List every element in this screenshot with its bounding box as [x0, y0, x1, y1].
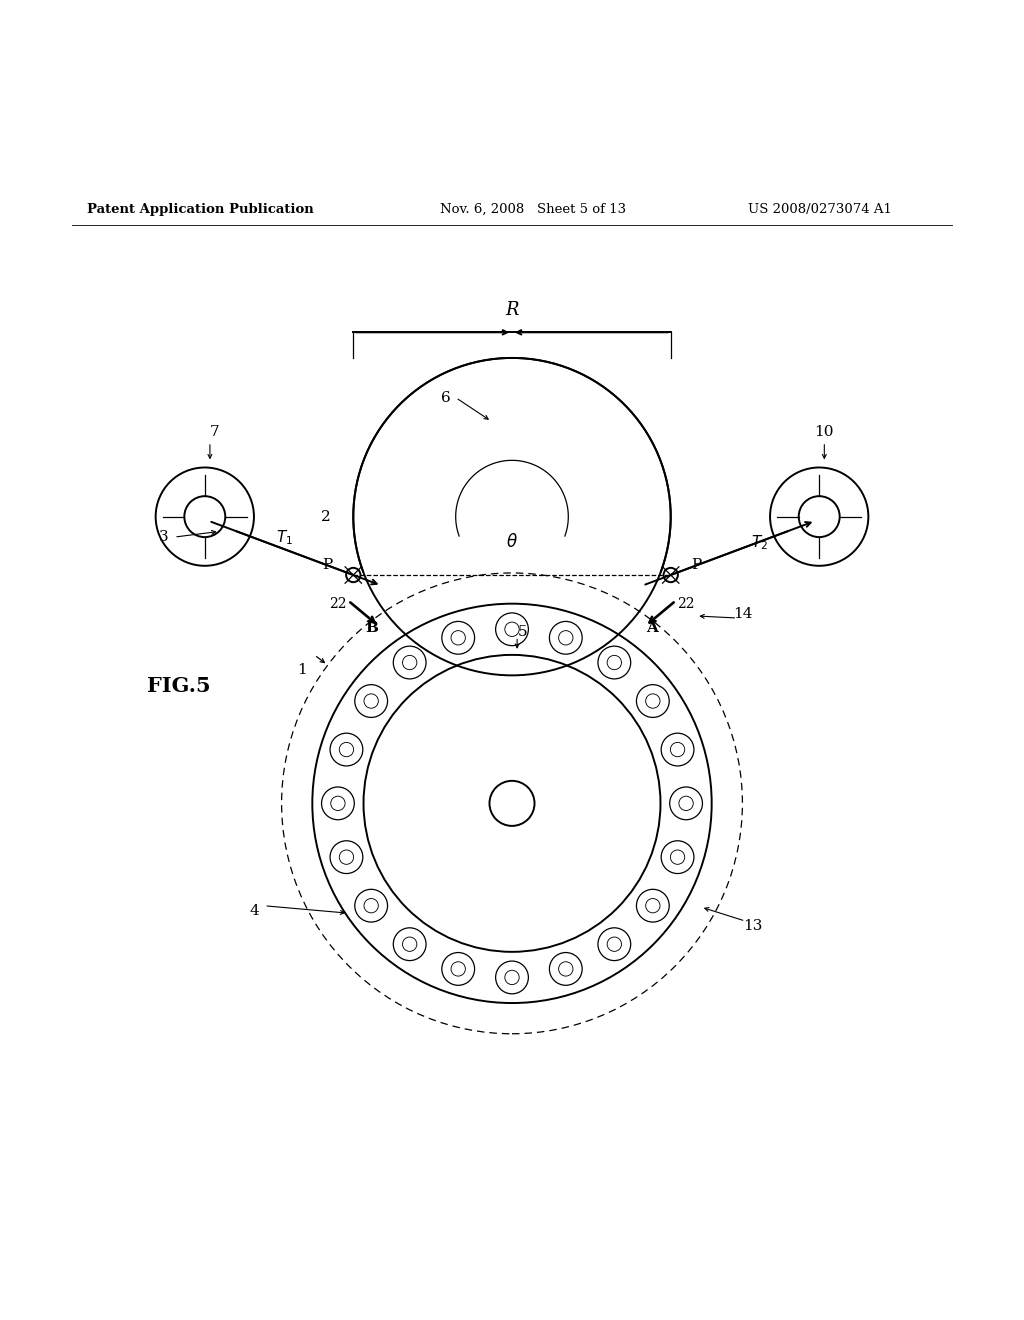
- Text: 4: 4: [249, 904, 259, 917]
- Text: 13: 13: [743, 919, 762, 933]
- Text: 3: 3: [159, 531, 169, 544]
- Text: 14: 14: [732, 607, 753, 620]
- Text: FIG.5: FIG.5: [147, 676, 211, 696]
- Text: 22: 22: [329, 597, 347, 611]
- Text: 22: 22: [677, 597, 695, 611]
- Text: P: P: [691, 558, 701, 572]
- Text: B: B: [366, 622, 378, 635]
- Text: $T_1$: $T_1$: [276, 528, 293, 548]
- Text: A: A: [646, 622, 658, 635]
- Text: $\theta$: $\theta$: [506, 533, 518, 552]
- Text: 7: 7: [210, 425, 220, 438]
- Text: R: R: [505, 301, 519, 319]
- Text: $T_2$: $T_2$: [752, 533, 768, 552]
- Text: 6: 6: [440, 391, 451, 405]
- Text: US 2008/0273074 A1: US 2008/0273074 A1: [748, 203, 892, 216]
- Text: Patent Application Publication: Patent Application Publication: [87, 203, 313, 216]
- Text: 1: 1: [297, 663, 307, 677]
- Text: 2: 2: [321, 511, 331, 524]
- Text: 5: 5: [517, 626, 527, 639]
- Text: P: P: [323, 558, 333, 572]
- Text: Nov. 6, 2008   Sheet 5 of 13: Nov. 6, 2008 Sheet 5 of 13: [440, 203, 627, 216]
- Text: 10: 10: [814, 425, 835, 438]
